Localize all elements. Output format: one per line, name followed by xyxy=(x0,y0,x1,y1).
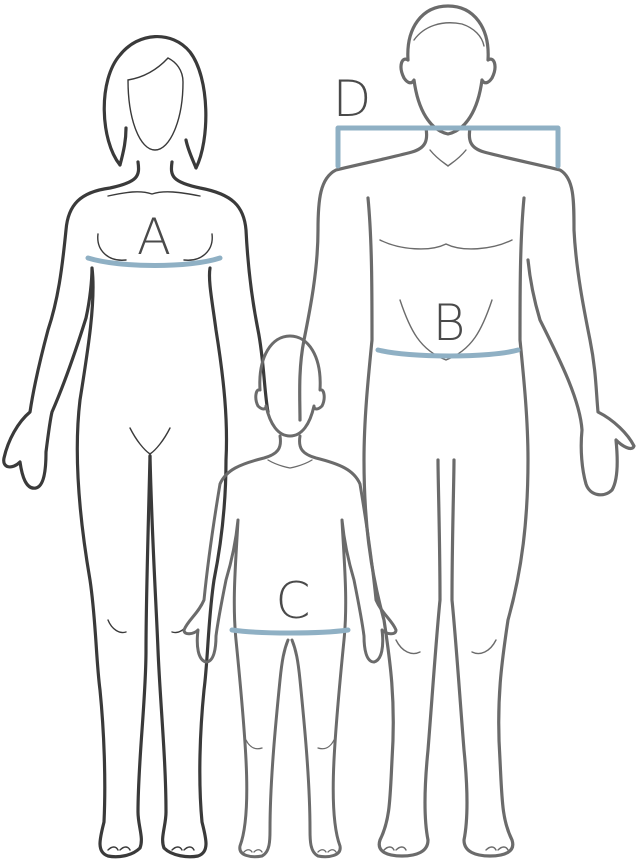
child-toes-left xyxy=(244,850,262,852)
man-toes-left xyxy=(384,847,406,850)
woman-bust-right xyxy=(184,234,212,260)
label-d: D xyxy=(333,70,372,128)
man-hairline xyxy=(414,23,484,46)
woman-bust-left xyxy=(98,234,126,260)
woman-toes-right xyxy=(172,847,194,850)
label-b: B xyxy=(433,294,466,352)
man-knee-left xyxy=(396,640,420,654)
woman-figure xyxy=(4,37,268,857)
woman-pelvis xyxy=(130,428,170,454)
woman-face xyxy=(128,58,183,150)
label-c: C xyxy=(276,572,311,630)
man-collarbone xyxy=(430,150,466,166)
man-figure xyxy=(300,6,634,856)
label-a: A xyxy=(137,208,171,266)
woman-collarbone xyxy=(108,192,200,196)
child-knee-right xyxy=(318,740,334,749)
woman-hair xyxy=(104,37,206,168)
woman-toes-left xyxy=(108,847,130,850)
child-collar xyxy=(268,460,312,468)
man-toes-right xyxy=(486,847,508,850)
man-knee-right xyxy=(472,640,496,654)
man-head xyxy=(401,6,495,134)
hip-measurement-line xyxy=(232,630,348,633)
child-toes-right xyxy=(318,850,336,852)
man-pecs xyxy=(380,240,512,249)
child-knee-left xyxy=(246,740,262,749)
man-body xyxy=(300,128,634,495)
woman-knee-left xyxy=(108,620,126,633)
